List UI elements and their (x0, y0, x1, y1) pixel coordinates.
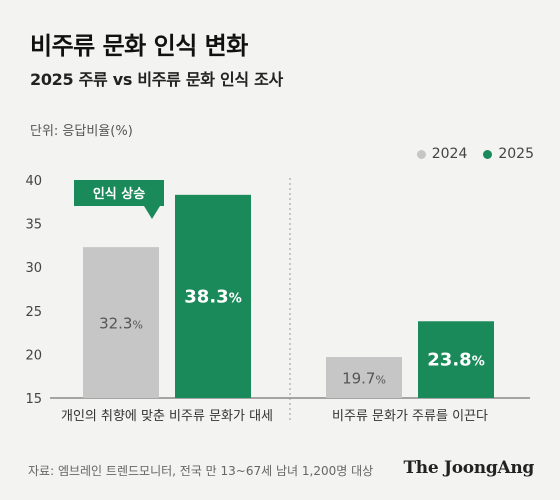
publisher-logo: The JoongAng (403, 458, 534, 478)
data-label-2025-0: 38.3% (184, 286, 241, 307)
y-tick-label: 30 (25, 261, 42, 276)
category-label: 비주류 문화가 주류를 이끈다 (332, 409, 488, 424)
callout-text: 인식 상승 (93, 186, 145, 202)
legend-item-2024: 2024 (416, 146, 468, 162)
legend-label-2024: 2024 (431, 146, 468, 162)
legend-item-2025: 2025 (483, 146, 534, 162)
legend-swatch-2025 (483, 149, 493, 159)
data-label-2024-1: 19.7% (342, 370, 386, 388)
legend: 2024 2025 (416, 146, 534, 162)
legend-swatch-2024 (416, 149, 426, 159)
category-label: 개인의 취향에 맞춘 비주류 문화가 대세 (61, 409, 273, 424)
y-tick-label: 25 (25, 305, 42, 320)
bar-2024-0 (83, 247, 159, 398)
bar-2025-0 (175, 194, 251, 398)
y-tick-label: 20 (25, 348, 42, 363)
chart-subtitle: 2025 주류 vs 비주류 문화 인식 조사 (30, 70, 283, 89)
callout-box (74, 180, 164, 219)
data-label-2024-0: 32.3% (99, 315, 143, 333)
bar-2024-1 (326, 357, 402, 398)
y-tick-label: 15 (25, 392, 42, 407)
chart-title: 비주류 문화 인식 변화 (30, 32, 248, 60)
data-label-2025-1: 23.8% (427, 350, 484, 371)
unit-label: 단위: 응답비율(%) (30, 124, 133, 139)
legend-label-2025: 2025 (498, 146, 534, 162)
bar-2025-1 (418, 321, 494, 398)
source-note: 자료: 엠브레인 트렌드모니터, 전국 만 13~67세 남녀 1,200명 대… (28, 464, 374, 478)
y-tick-label: 40 (25, 174, 42, 189)
y-tick-label: 35 (25, 218, 42, 233)
